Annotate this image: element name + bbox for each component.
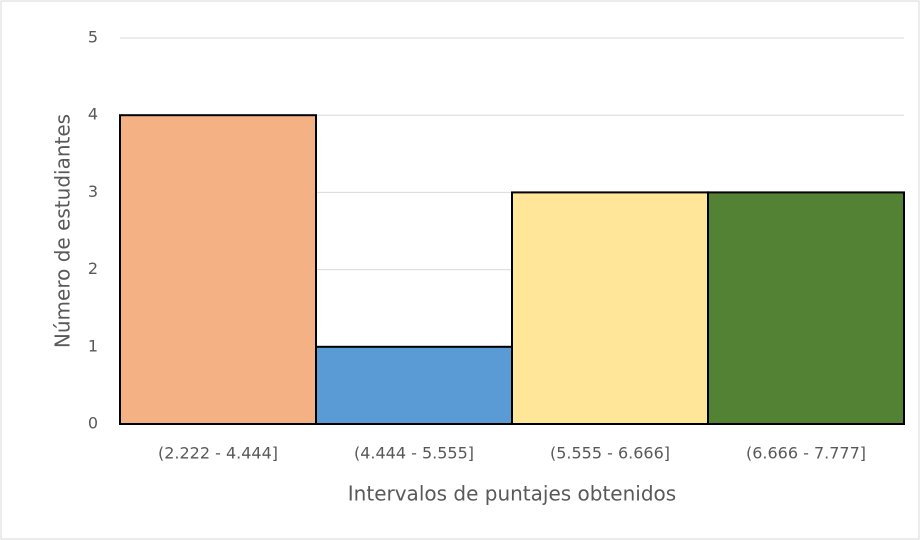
y-tick-label: 1 (88, 336, 98, 355)
x-tick-label: (5.555 - 6.666] (550, 444, 670, 463)
y-axis-title: Número de estudiantes (51, 114, 75, 348)
bar (119, 114, 317, 425)
x-axis-title: Intervalos de puntajes obtenidos (348, 482, 676, 506)
y-tick-label: 5 (88, 28, 98, 47)
y-tick-label: 3 (88, 182, 98, 201)
y-tick-label: 0 (88, 414, 98, 433)
x-tick-label: (4.444 - 5.555] (354, 444, 474, 463)
bar (315, 345, 513, 425)
x-tick-label: (2.222 - 4.444] (158, 444, 278, 463)
y-tick-label: 2 (88, 259, 98, 278)
bar (707, 191, 905, 425)
x-tick-label: (6.666 - 7.777] (746, 444, 866, 463)
bar (511, 191, 709, 425)
y-tick-label: 4 (88, 105, 98, 124)
